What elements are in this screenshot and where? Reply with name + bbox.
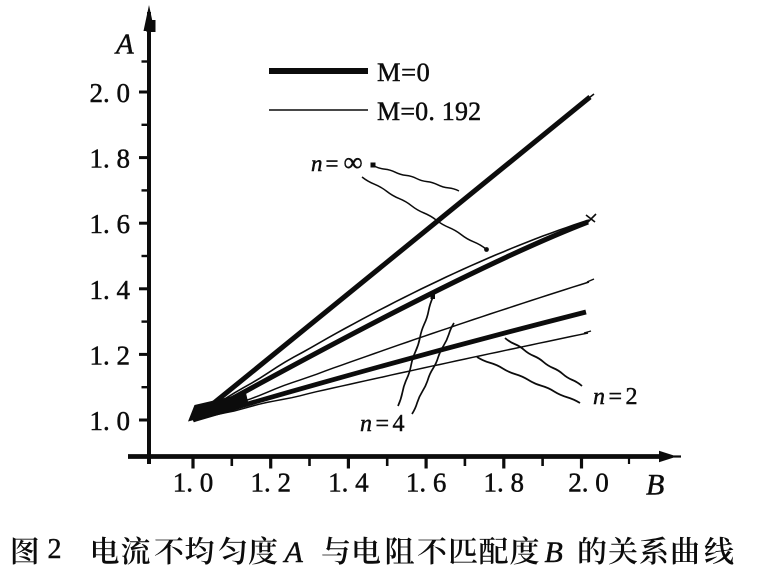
svg-text:n=2: n = 2 xyxy=(593,384,638,410)
svg-text:1. 6: 1. 6 xyxy=(406,468,447,498)
svg-text:1. 8: 1. 8 xyxy=(90,144,131,174)
svg-text:M=0: M=0 xyxy=(377,57,430,87)
svg-text:2. 0: 2. 0 xyxy=(568,468,609,498)
svg-text:1. 6: 1. 6 xyxy=(90,209,131,239)
svg-text:1. 0: 1. 0 xyxy=(173,468,214,498)
svg-text:M=0. 192: M=0. 192 xyxy=(377,97,481,126)
svg-text:2: 2 xyxy=(48,534,62,565)
svg-text:1. 2: 1. 2 xyxy=(250,468,291,498)
svg-text:1. 4: 1. 4 xyxy=(328,468,369,498)
svg-text:2. 0: 2. 0 xyxy=(90,78,131,108)
svg-text:n=4: n = 4 xyxy=(360,411,405,437)
svg-text:n=∞: n = ∞ xyxy=(311,147,363,177)
svg-text:B: B xyxy=(545,536,563,569)
svg-text:1. 8: 1. 8 xyxy=(484,468,525,498)
svg-text:A: A xyxy=(283,536,304,569)
svg-text:1. 2: 1. 2 xyxy=(90,340,131,370)
svg-text:1. 0: 1. 0 xyxy=(90,406,131,436)
svg-text:1. 4: 1. 4 xyxy=(90,275,131,305)
svg-text:B: B xyxy=(646,469,664,502)
svg-text:A: A xyxy=(114,29,134,61)
